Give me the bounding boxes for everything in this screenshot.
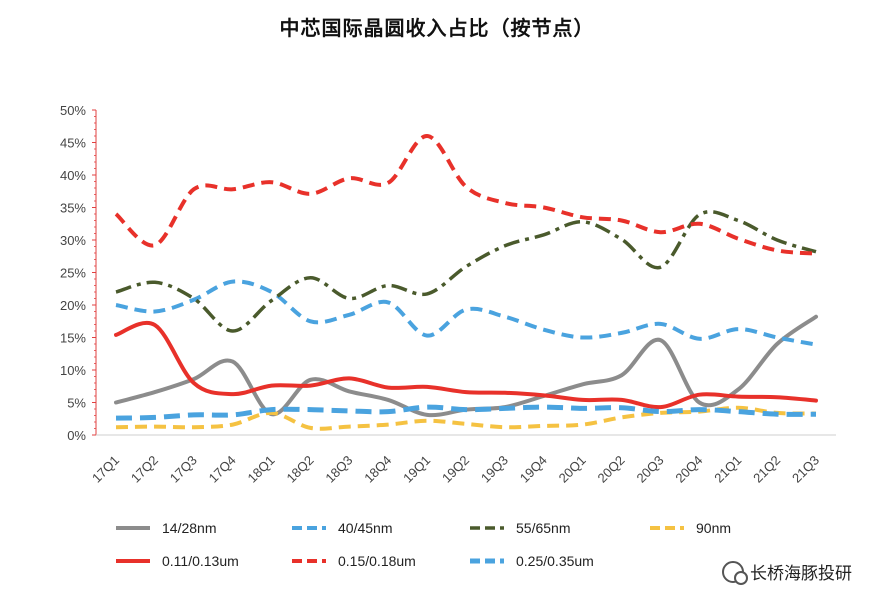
wechat-icon xyxy=(722,560,748,585)
chart-legend: 14/28nm 40/45nm 55/65nm 90nm 0.11/0.13um 0.15… xyxy=(116,520,731,569)
y-tick-label: 10% xyxy=(60,363,86,378)
x-tick-label: 17Q3 xyxy=(167,453,200,486)
watermark-text: 长桥海豚投研 xyxy=(750,564,852,584)
legend-label: 40/45nm xyxy=(338,520,392,536)
x-tick-label: 20Q1 xyxy=(556,453,589,486)
x-tick-label: 20Q2 xyxy=(595,453,628,486)
x-tick-label: 19Q3 xyxy=(478,453,511,486)
y-tick-label: 40% xyxy=(60,168,86,183)
x-tick-label: 18Q4 xyxy=(361,453,394,486)
y-tick-label: 0% xyxy=(67,428,86,443)
y-tick-label: 15% xyxy=(60,331,86,346)
y-tick-label: 35% xyxy=(60,201,86,216)
x-tick-label: 19Q2 xyxy=(439,453,472,486)
y-tick-label: 25% xyxy=(60,266,86,281)
legend-label: 90nm xyxy=(696,520,731,536)
y-tick-label: 45% xyxy=(60,136,86,151)
x-tick-label: 18Q1 xyxy=(245,453,278,486)
y-tick-label: 50% xyxy=(60,103,86,118)
series-line-40-45nm xyxy=(115,279,817,347)
x-tick-label: 20Q3 xyxy=(633,453,666,486)
legend-label: 14/28nm xyxy=(162,520,216,536)
series-line-0-25-0-35um xyxy=(115,404,817,421)
x-tick-label: 18Q3 xyxy=(322,453,355,486)
x-tick-label: 21Q3 xyxy=(789,453,822,486)
x-tick-label: 21Q1 xyxy=(711,453,744,486)
x-tick-label: 17Q1 xyxy=(89,453,122,486)
x-tick-label: 17Q2 xyxy=(128,453,161,486)
series-line-0-15-0-18um xyxy=(114,134,817,256)
y-tick-label: 5% xyxy=(67,396,86,411)
legend-label: 0.11/0.13um xyxy=(162,553,239,569)
x-tick-label: 21Q2 xyxy=(750,453,783,486)
x-tick-label: 20Q4 xyxy=(672,453,705,486)
y-tick-label: 30% xyxy=(60,233,86,248)
series-line-14-28nm xyxy=(114,314,818,418)
x-tick-label: 18Q2 xyxy=(283,453,316,486)
x-tick-label: 19Q1 xyxy=(400,453,433,486)
chart-title: 中芯国际晶圆收入占比（按节点） xyxy=(279,16,595,40)
legend-label: 0.25/0.35um xyxy=(516,553,594,569)
series-line-55-65nm xyxy=(115,209,817,333)
y-tick-label: 20% xyxy=(60,298,86,313)
x-tick-label: 17Q4 xyxy=(206,453,239,486)
legend-label: 0.15/0.18um xyxy=(338,553,416,569)
series-line-0-11-0-13um xyxy=(114,321,818,410)
legend-label: 55/65nm xyxy=(516,520,570,536)
watermark: 长桥海豚投研 xyxy=(722,559,852,585)
chart-series xyxy=(114,134,818,431)
x-tick-label: 19Q4 xyxy=(517,453,550,486)
